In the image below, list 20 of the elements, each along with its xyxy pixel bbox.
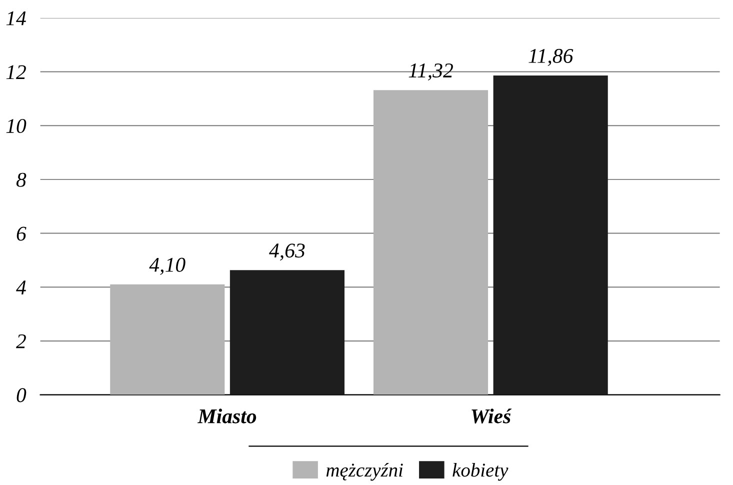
legend-label: kobiety	[452, 463, 508, 481]
bar	[373, 90, 488, 395]
y-tick-label: 6	[16, 226, 26, 241]
y-tick-label: 4	[16, 280, 26, 294]
bar	[110, 284, 225, 395]
y-tick-label: 0	[16, 388, 26, 402]
y-tick-label: 10	[6, 118, 26, 134]
bar	[230, 270, 345, 395]
x-tick-label: Wieś	[472, 408, 512, 424]
data-label: 11,32	[408, 64, 453, 81]
data-label: 11,86	[528, 48, 574, 66]
y-tick-label: 2	[16, 334, 26, 348]
data-label: 4,10	[149, 258, 186, 275]
data-label: 4,63	[269, 244, 305, 261]
x-tick-label: Miasto	[198, 408, 256, 424]
y-tick-label: 12	[6, 65, 26, 80]
bar	[493, 76, 608, 395]
y-tick-label: 8	[16, 172, 26, 187]
legend-label: mężczyźni	[326, 463, 403, 481]
y-tick-label: 14	[6, 11, 26, 26]
